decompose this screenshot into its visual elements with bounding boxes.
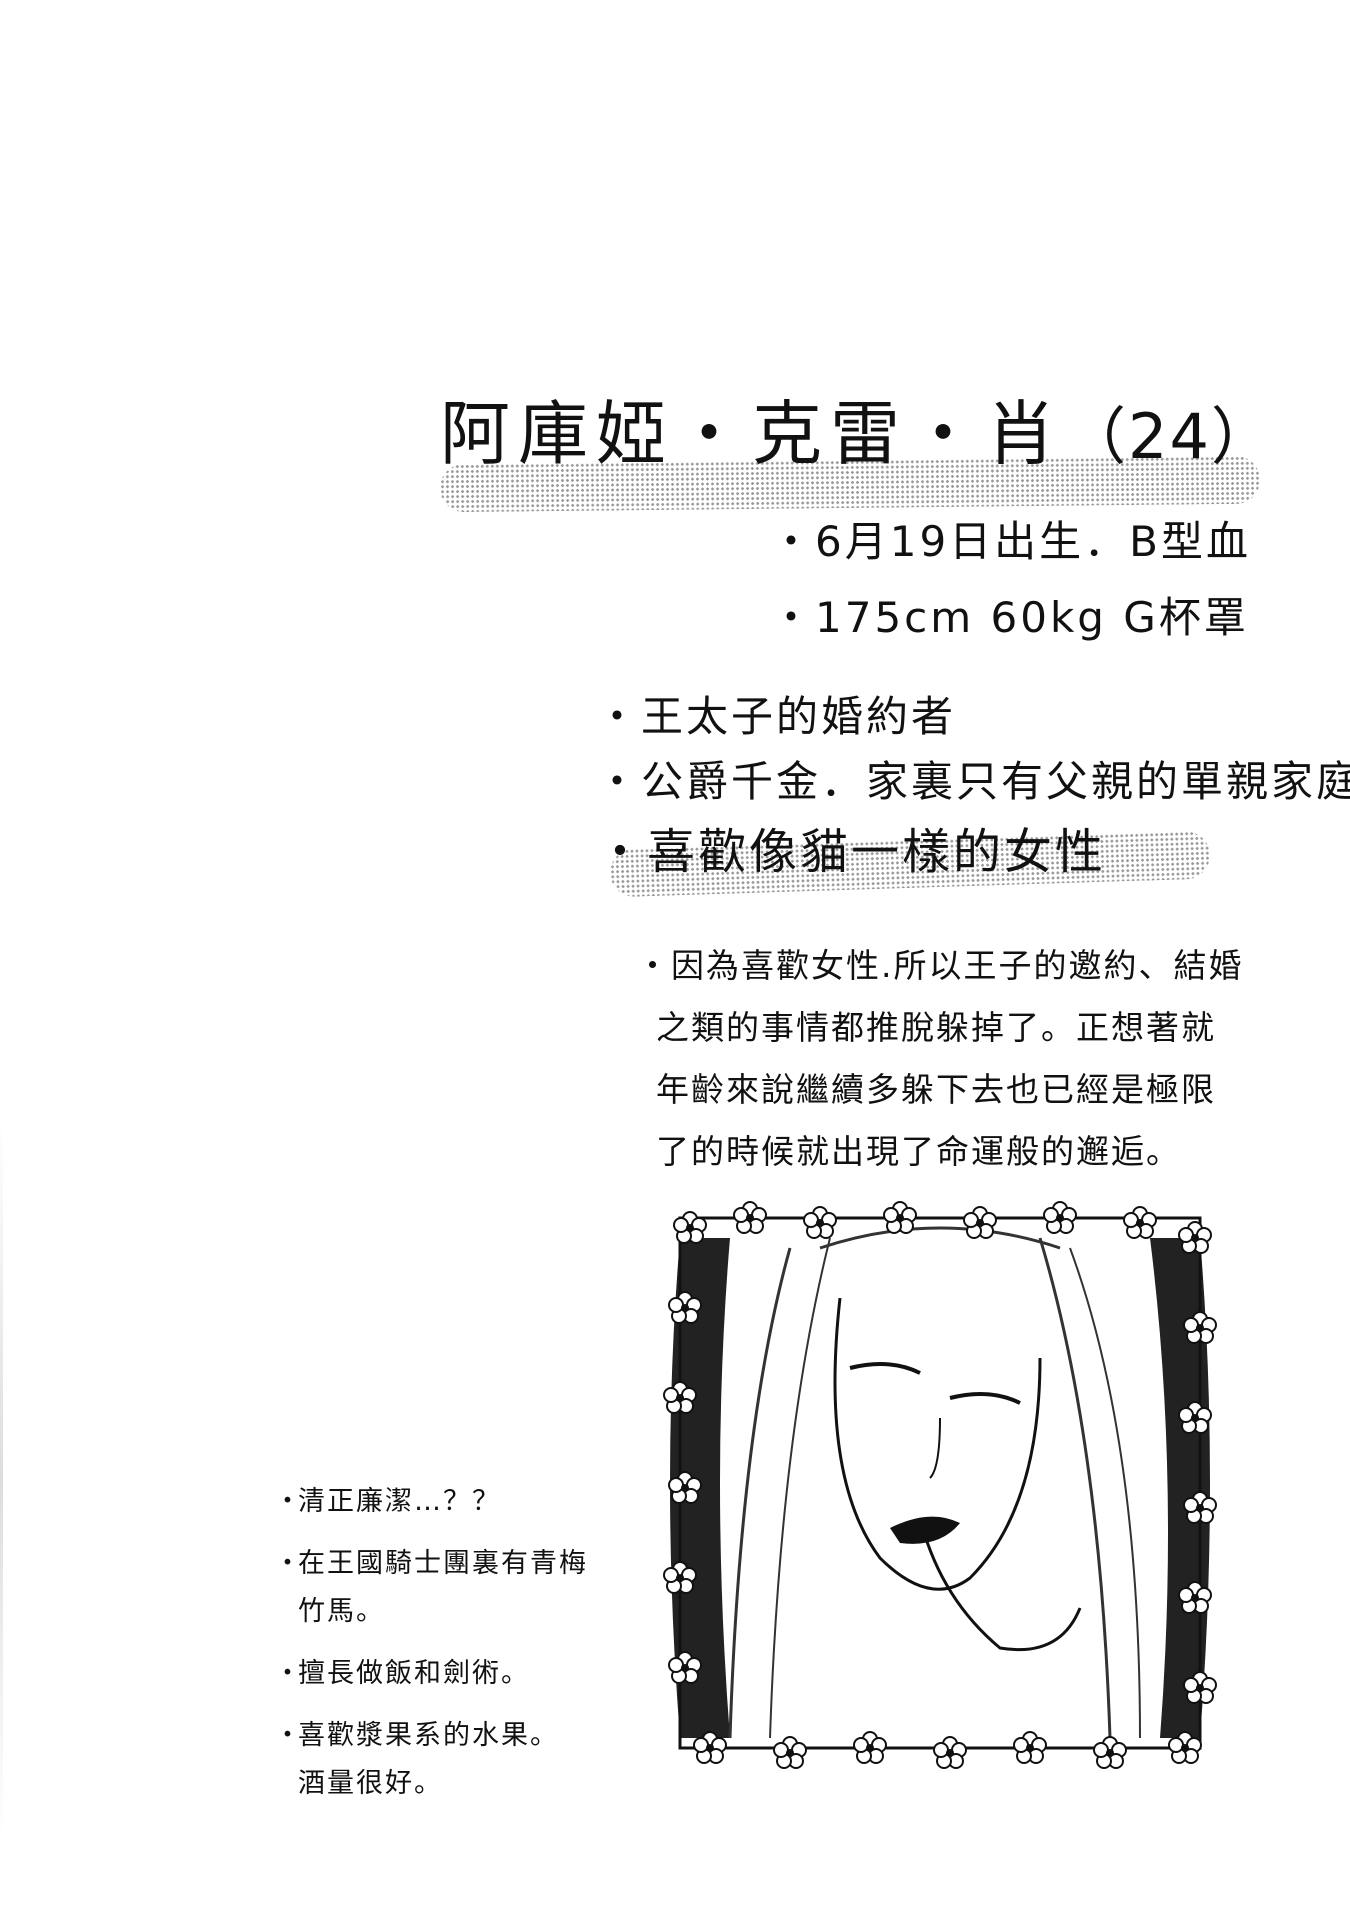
note-item: ・ 在王國騎士團裏有青梅 竹馬。 [274,1540,588,1636]
note-line: 擅長做飯和劍術。 [298,1658,530,1689]
backstory-paragraph: ・因為喜歡女性.所以王子的邀約、結婚 之類的事情都推脫躲掉了。正想著就 年齡來說… [636,935,1244,1183]
note-line: 在王國騎士團裏有青梅 [298,1548,588,1579]
note-line: 酒量很好。 [298,1768,443,1799]
side-notes: ・ 清正廉潔…？？ ・ 在王國騎士團裏有青梅 竹馬。 ・ 擅長做飯和劍術。 ・ … [274,1478,588,1822]
backstory-line: 年齡來說繼續多躲下去也已經是極限 [656,1070,1216,1109]
note-line: 竹馬。 [298,1596,385,1627]
scan-edge-shadow [0,1120,3,1840]
note-bullet: ・ [274,1720,303,1751]
note-item: ・ 擅長做飯和劍術。 [274,1650,588,1698]
stat-height-weight: ・175cm 60kg G杯罩 [770,593,1249,642]
note-bullet: ・ [274,1548,303,1579]
backstory-line: ・因為喜歡女性.所以王子的邀約、結婚 [636,946,1244,985]
note-item: ・ 喜歡漿果系的水果。 酒量很好。 [274,1712,588,1808]
backstory-line: 之類的事情都推脫躲掉了。正想著就 [656,1008,1216,1047]
note-line: 喜歡漿果系的水果。 [298,1720,559,1751]
character-name-title: 阿庫婭・克雷・肖（24） [440,378,1275,479]
note-item: ・ 清正廉潔…？？ [274,1478,588,1526]
note-bullet: ・ [274,1486,303,1517]
fact-family: ・公爵千金．家裏只有父親的單親家庭 [596,757,1350,806]
flower-frame-icon [663,1201,1217,1769]
stat-birthday-blood: ・6月19日出生．B型血 [770,517,1251,566]
portrait-illustration [640,1178,1240,1788]
note-bullet: ・ [274,1658,303,1689]
character-age: （24） [1064,400,1275,473]
note-line: 清正廉潔…？？ [298,1486,501,1517]
fact-likes-cat-like-women: ・喜歡像貓一樣的女性 [596,824,1107,880]
fact-fiancee: ・王太子的婚約者 [596,692,957,741]
character-name: 阿庫婭・克雷・肖 [440,393,1064,475]
backstory-line: 了的時候就出現了命運般的邂逅。 [656,1132,1181,1171]
